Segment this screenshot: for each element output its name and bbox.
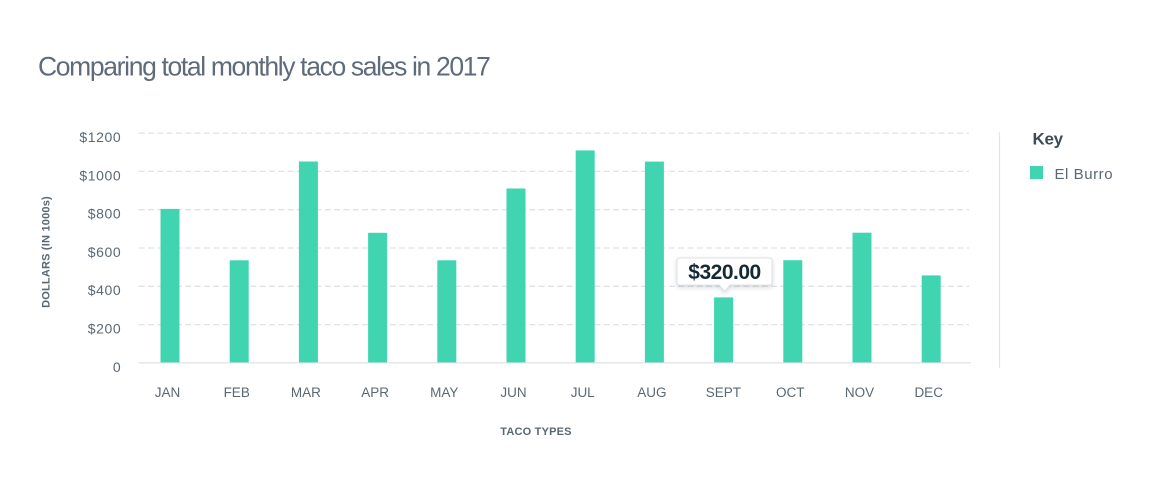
svg-text:$400: $400	[88, 282, 122, 298]
svg-text:$600: $600	[88, 244, 122, 260]
svg-text:JUN: JUN	[500, 385, 526, 400]
svg-text:FEB: FEB	[224, 385, 250, 400]
svg-text:OCT: OCT	[776, 385, 805, 400]
svg-text:APR: APR	[361, 385, 389, 400]
svg-text:$320.00: $320.00	[688, 261, 760, 284]
svg-text:MAY: MAY	[430, 385, 458, 400]
svg-text:Comparing total monthly taco s: Comparing total monthly taco sales in 20…	[38, 52, 490, 82]
svg-text:$200: $200	[88, 321, 122, 337]
svg-text:JAN: JAN	[155, 385, 181, 400]
svg-text:NOV: NOV	[845, 385, 874, 400]
svg-text:$1000: $1000	[79, 167, 121, 183]
svg-text:MAR: MAR	[291, 385, 321, 400]
svg-text:$1200: $1200	[79, 129, 121, 145]
svg-text:JUL: JUL	[571, 385, 595, 400]
svg-text:AUG: AUG	[637, 385, 666, 400]
svg-text:El Burro: El Burro	[1055, 166, 1114, 183]
svg-text:Key: Key	[1033, 130, 1064, 149]
svg-text:TACO TYPES: TACO TYPES	[500, 426, 571, 438]
svg-text:SEPT: SEPT	[706, 385, 741, 400]
svg-text:DEC: DEC	[914, 385, 943, 400]
svg-text:DOLLARS (IN 1000s): DOLLARS (IN 1000s)	[41, 196, 53, 308]
svg-text:$800: $800	[88, 206, 122, 222]
svg-text:0: 0	[113, 359, 121, 375]
